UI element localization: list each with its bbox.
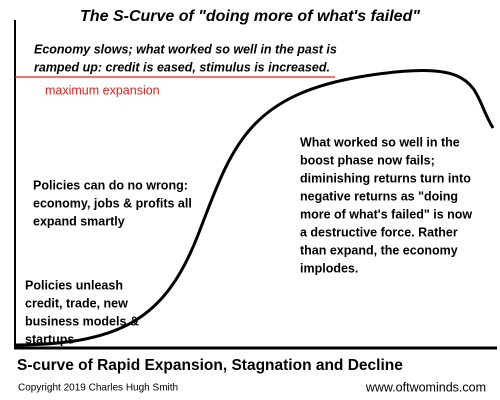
annotation-line: startups xyxy=(25,332,74,346)
annotation-line: business models & xyxy=(25,314,139,328)
annotation-line: a destructive force. Rather xyxy=(300,225,458,239)
annotation: Policies unleash credit, trade, new busi… xyxy=(25,278,139,346)
annotation-line: than expand, the economy xyxy=(300,243,458,257)
annotation-line: What worked so well in the xyxy=(300,135,460,149)
annotation: Policies can do no wrong: economy, jobs … xyxy=(33,178,192,228)
url: www.oftwominds.com xyxy=(365,380,486,394)
caption: S-curve of Rapid Expansion, Stagnation a… xyxy=(17,357,403,374)
annotation: What worked so well in the boost phase n… xyxy=(300,135,472,275)
s-curve xyxy=(15,68,495,347)
annotation-line: Policies unleash xyxy=(25,278,123,292)
annotation-line: more of what's failed" is now xyxy=(300,207,472,221)
annotation-line: implodes. xyxy=(300,261,358,275)
annotation-line: diminishing returns turn into xyxy=(300,171,471,185)
annotation-line: credit, trade, new xyxy=(25,296,128,310)
annotation-line: Economy slows; what worked so well in th… xyxy=(34,42,337,56)
title: The S-Curve of "doing more of what's fai… xyxy=(80,8,420,25)
annotation: Economy slows; what worked so well in th… xyxy=(34,42,337,74)
annotation-line: expand smartly xyxy=(33,214,125,228)
annotation-line: economy, jobs & profits all xyxy=(33,196,192,210)
annotation-line: boost phase now fails; xyxy=(300,153,435,167)
copyright: Copyright 2019 Charles Hugh Smith xyxy=(18,383,178,394)
annotation-line: Policies can do no wrong: xyxy=(33,178,188,192)
annotation-line: ramped up: credit is eased, stimulus is … xyxy=(34,60,330,74)
line-label: maximum expansion xyxy=(45,83,160,97)
annotation-line: negative returns as "doing xyxy=(300,189,458,203)
